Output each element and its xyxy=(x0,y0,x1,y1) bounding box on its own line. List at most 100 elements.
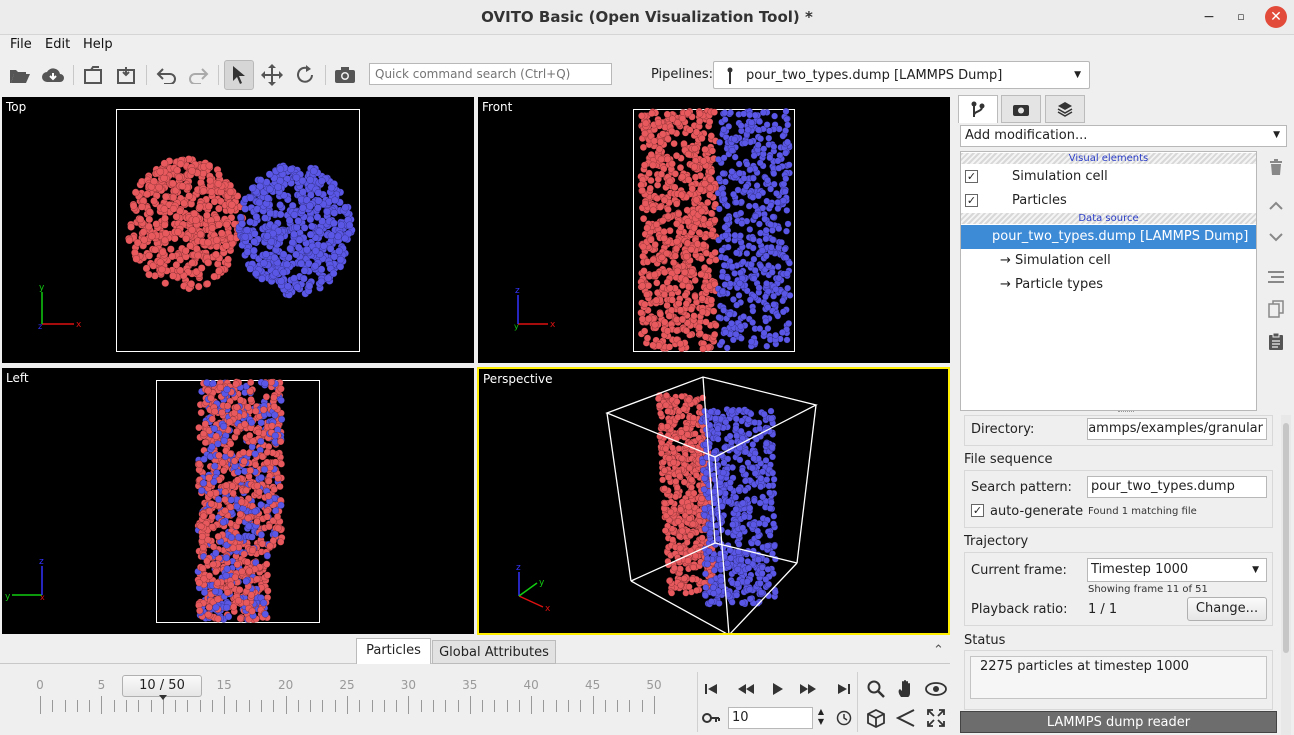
undo-icon[interactable] xyxy=(152,61,180,89)
timeline-tick xyxy=(236,700,238,712)
particle xyxy=(224,255,232,264)
change-button[interactable]: Change... xyxy=(1187,597,1267,621)
current-frame-label: Current frame: xyxy=(971,563,1067,578)
tab-render[interactable] xyxy=(1001,95,1041,123)
particle xyxy=(311,261,320,270)
layers-icon xyxy=(1057,102,1073,117)
tab-global-attributes[interactable]: Global Attributes xyxy=(432,640,556,664)
view-cube-icon[interactable] xyxy=(865,707,887,729)
collapse-icon[interactable]: ⌃ xyxy=(933,643,944,658)
toolbar xyxy=(0,57,1294,93)
download-icon[interactable] xyxy=(39,61,67,89)
orbit-eye-icon[interactable] xyxy=(925,678,947,700)
tab-overlays[interactable] xyxy=(1045,95,1085,123)
redo-icon[interactable] xyxy=(185,61,213,89)
chevron-down-icon[interactable] xyxy=(1265,226,1287,248)
timeline-tick xyxy=(604,700,606,712)
svg-text:z: z xyxy=(515,286,520,296)
time-slider-thumb[interactable]: 10 / 50 xyxy=(122,675,202,697)
viewport-top-label[interactable]: Top xyxy=(6,100,27,114)
jump-to-start-icon[interactable] xyxy=(700,678,722,700)
particle xyxy=(241,233,250,241)
particle xyxy=(303,245,311,254)
save-session-icon[interactable] xyxy=(112,61,140,89)
particle xyxy=(156,258,165,267)
frame-spinner-input[interactable]: 10 xyxy=(728,707,813,729)
timeline-tick xyxy=(248,700,250,712)
spinner-up-icon[interactable]: ▲ xyxy=(817,707,825,716)
delete-icon[interactable] xyxy=(1265,156,1287,178)
select-mode-icon[interactable] xyxy=(224,60,254,90)
list-item-particles[interactable]: ✓ Particles xyxy=(961,189,1256,213)
menu-help[interactable]: Help xyxy=(83,37,113,52)
animation-timeline[interactable]: 05101520253035404550 10 / 50 xyxy=(0,672,693,735)
menu-icon[interactable] xyxy=(1265,266,1287,288)
previous-frame-icon[interactable] xyxy=(735,678,757,700)
tab-pipeline[interactable] xyxy=(958,95,998,123)
scrollbar-thumb[interactable] xyxy=(1283,423,1289,653)
directory-field[interactable]: nylammps/examples/granular xyxy=(1087,418,1267,440)
minimize-button[interactable]: − xyxy=(1203,9,1215,25)
quick-command-search-input[interactable] xyxy=(369,63,612,85)
chevron-up-icon[interactable] xyxy=(1265,194,1287,216)
particle xyxy=(313,213,322,222)
particle xyxy=(140,235,149,244)
maximize-button[interactable]: ▫ xyxy=(1237,10,1245,23)
list-item-particle-types[interactable]: → Particle types xyxy=(961,273,1256,297)
jump-to-end-icon[interactable] xyxy=(833,678,855,700)
list-item-simulation-cell[interactable]: ✓ Simulation cell xyxy=(961,165,1256,189)
zoom-icon[interactable] xyxy=(865,678,887,700)
scrollbar[interactable] xyxy=(1281,415,1291,735)
field-of-view-icon[interactable] xyxy=(895,707,917,729)
particle xyxy=(336,262,345,271)
clock-icon[interactable] xyxy=(833,707,855,729)
open-file-icon[interactable] xyxy=(6,61,34,89)
tab-particles[interactable]: Particles xyxy=(356,638,431,664)
visibility-checkbox[interactable]: ✓ xyxy=(965,170,978,183)
key-icon[interactable] xyxy=(700,707,722,729)
particle xyxy=(145,251,154,260)
close-button[interactable]: ✕ xyxy=(1265,6,1287,28)
pipeline-editor-list[interactable]: Visual elements ✓ Simulation cell ✓ Part… xyxy=(960,151,1257,411)
list-item-simulation-cell-data[interactable]: → Simulation cell xyxy=(961,249,1256,273)
visibility-checkbox[interactable]: ✓ xyxy=(965,194,978,207)
search-pattern-input[interactable]: pour_two_types.dump xyxy=(1087,476,1267,498)
particle xyxy=(293,283,302,292)
timeline-tick xyxy=(101,696,103,714)
copy-icon[interactable] xyxy=(1265,298,1287,320)
auto-generate-checkbox[interactable]: ✓ xyxy=(971,504,984,517)
viewport-front-label[interactable]: Front xyxy=(482,100,513,114)
list-item-data-source[interactable]: pour_two_types.dump [LAMMPS Dump] xyxy=(961,225,1256,249)
pan-hand-icon[interactable] xyxy=(895,678,917,700)
camera-icon[interactable] xyxy=(331,61,359,89)
maximize-viewport-icon[interactable] xyxy=(925,707,947,729)
current-frame-select[interactable]: Timestep 1000 ▼ xyxy=(1087,558,1267,582)
particle xyxy=(129,202,138,210)
particle xyxy=(337,221,346,230)
particle xyxy=(156,167,165,176)
new-session-icon[interactable] xyxy=(79,61,107,89)
particle xyxy=(192,267,201,276)
timeline-tick-label: 50 xyxy=(646,678,662,692)
particle xyxy=(246,264,255,273)
pipeline-selector[interactable]: pour_two_types.dump [LAMMPS Dump] ▼ xyxy=(713,61,1090,89)
particle xyxy=(279,268,288,277)
clipboard-icon[interactable] xyxy=(1265,330,1287,352)
rotate-icon[interactable] xyxy=(291,61,319,89)
play-icon[interactable] xyxy=(767,678,789,700)
move-icon[interactable] xyxy=(258,61,286,89)
next-frame-icon[interactable] xyxy=(797,678,819,700)
menu-file[interactable]: File xyxy=(10,37,32,52)
particle xyxy=(222,220,231,229)
menu-edit[interactable]: Edit xyxy=(45,37,71,52)
spinner-down-icon[interactable]: ▼ xyxy=(817,717,825,726)
particle xyxy=(205,202,213,211)
add-modification-dropdown[interactable]: Add modification... ▼ xyxy=(960,125,1287,147)
spinner-arrows[interactable]: ▲ ▼ xyxy=(814,707,828,729)
particle xyxy=(215,204,223,213)
particle xyxy=(169,204,178,213)
